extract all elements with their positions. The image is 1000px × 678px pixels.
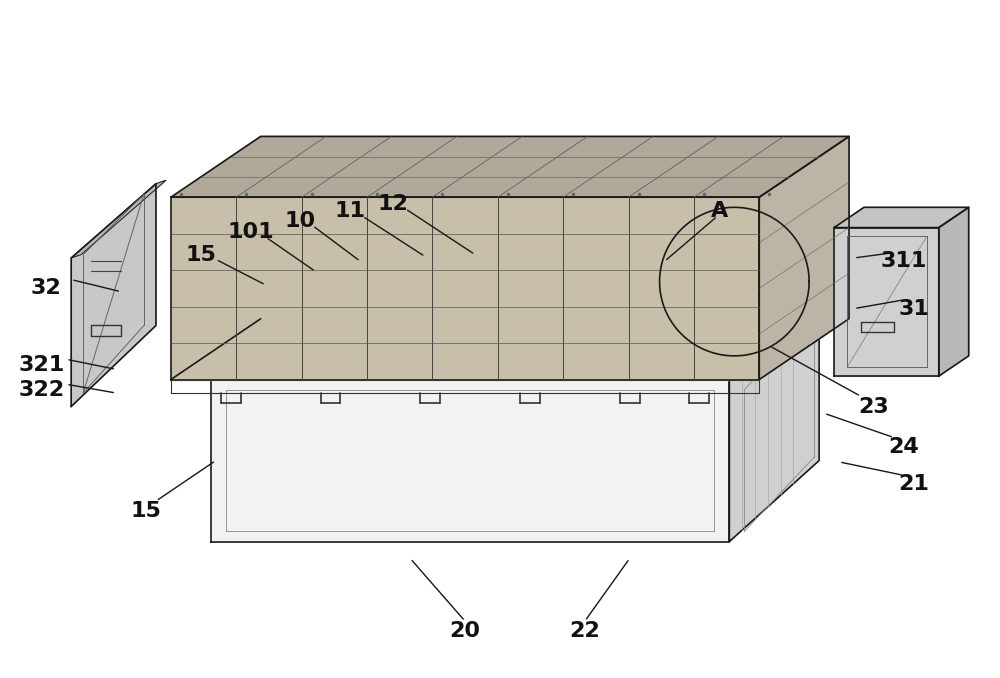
Polygon shape [834, 228, 939, 376]
Text: 311: 311 [881, 252, 927, 271]
Polygon shape [171, 136, 849, 197]
Text: 10: 10 [285, 211, 316, 231]
Polygon shape [71, 184, 156, 407]
Polygon shape [211, 380, 729, 542]
Polygon shape [939, 207, 969, 376]
Text: 20: 20 [450, 620, 481, 641]
Text: 31: 31 [898, 298, 929, 319]
Polygon shape [729, 298, 819, 542]
Polygon shape [834, 207, 969, 228]
Text: 22: 22 [569, 620, 600, 641]
Text: A: A [711, 201, 728, 221]
Text: 321: 321 [18, 355, 64, 375]
Text: 15: 15 [131, 501, 161, 521]
Text: 21: 21 [898, 474, 929, 494]
Polygon shape [171, 197, 759, 380]
Text: 15: 15 [185, 245, 216, 264]
Text: 322: 322 [18, 380, 64, 399]
Text: 32: 32 [31, 279, 62, 298]
Text: 11: 11 [335, 201, 366, 221]
Polygon shape [71, 180, 166, 258]
Text: 24: 24 [889, 437, 919, 457]
Polygon shape [211, 298, 819, 380]
Polygon shape [759, 136, 849, 380]
Text: 23: 23 [859, 397, 889, 416]
Text: 101: 101 [227, 222, 274, 242]
Text: 12: 12 [378, 194, 409, 214]
